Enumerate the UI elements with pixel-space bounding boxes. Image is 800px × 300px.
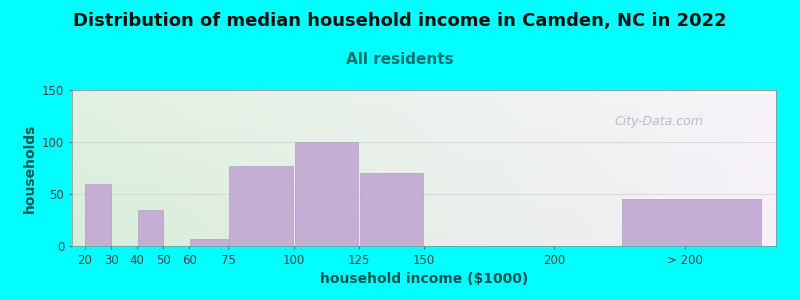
Bar [230,166,293,246]
Text: All residents: All residents [346,52,454,68]
Bar [294,142,358,246]
Y-axis label: households: households [22,123,37,213]
Text: City-Data.com: City-Data.com [614,115,703,128]
Bar [190,239,228,246]
X-axis label: household income ($1000): household income ($1000) [320,272,528,286]
Bar [360,173,423,246]
Bar [138,210,163,246]
Bar [622,199,761,246]
Bar [86,184,110,246]
Text: Distribution of median household income in Camden, NC in 2022: Distribution of median household income … [73,12,727,30]
